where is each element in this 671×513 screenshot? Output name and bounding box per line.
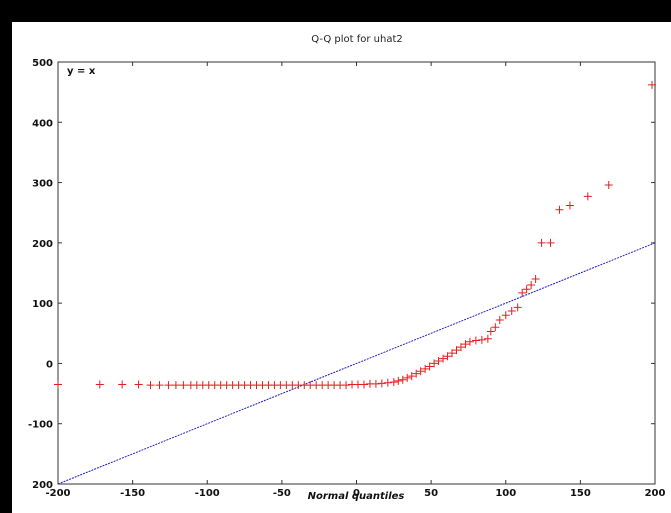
data-point (118, 380, 127, 389)
data-point (403, 373, 412, 382)
data-point (134, 380, 143, 389)
data-point (54, 380, 62, 389)
data-point (546, 238, 555, 247)
data-point (471, 336, 480, 345)
x-tick-label: -150 (120, 488, 145, 499)
data-point (531, 275, 540, 284)
y-tick-label: 200 (32, 480, 53, 491)
x-tick-label: 100 (495, 488, 516, 499)
data-point (465, 337, 474, 346)
data-point (155, 381, 164, 390)
data-point (491, 323, 500, 332)
axis-ticks: -200 -150 -100 -50 0 50 100 150 200 500 400 300 200 1… (28, 58, 666, 499)
data-point (648, 80, 657, 89)
data-point (555, 205, 564, 214)
data-points (54, 80, 657, 390)
data-point (507, 306, 516, 315)
data-point (430, 359, 439, 368)
data-point (486, 327, 495, 336)
data-point (394, 376, 403, 385)
x-tick-label: 50 (424, 488, 438, 499)
x-tick-label: -200 (45, 488, 70, 499)
data-point (416, 367, 425, 376)
plot-panel: Q-Q plot for uhat2 Normal quantiles y = … (12, 22, 671, 513)
data-point (421, 364, 430, 373)
data-point (179, 381, 188, 390)
data-point (389, 378, 398, 387)
data-point (537, 238, 546, 247)
x-tick-label: 0 (353, 488, 360, 499)
data-point (171, 381, 180, 390)
data-point (425, 362, 434, 371)
data-point (477, 335, 486, 344)
data-point (501, 311, 510, 320)
x-tick-label: -50 (273, 488, 291, 499)
y-tick-label: 200 (32, 239, 53, 250)
y-tick-label: 300 (32, 179, 53, 190)
data-point (371, 379, 380, 388)
data-point (604, 180, 613, 189)
data-point (483, 334, 492, 343)
data-point (522, 285, 531, 294)
data-point (583, 192, 592, 201)
chart-title: Q-Q plot for uhat2 (311, 34, 403, 45)
x-tick-label: 200 (645, 488, 666, 499)
y-tick-label: 400 (32, 118, 53, 129)
legend-entry-y-equals-x: y = x (67, 66, 96, 77)
data-point (95, 380, 104, 389)
data-point (456, 343, 465, 352)
y-tick-label: -100 (28, 420, 53, 431)
data-point (164, 381, 173, 390)
data-point (452, 346, 461, 355)
data-point (412, 369, 421, 378)
x-tick-label: -100 (195, 488, 220, 499)
y-tick-label: 100 (32, 299, 53, 310)
data-point (495, 316, 504, 325)
y-tick-label: 500 (32, 58, 53, 69)
data-point (146, 381, 155, 390)
data-point (359, 380, 368, 389)
data-point (342, 381, 351, 390)
plot-frame (57, 61, 656, 485)
reference-line-group (57, 242, 656, 485)
data-point (407, 372, 416, 381)
data-point (461, 340, 470, 349)
data-point (448, 349, 457, 358)
reference-line-y-equals-x (57, 242, 656, 485)
x-tick-label: 150 (570, 488, 591, 499)
data-point (377, 379, 386, 388)
data-point (439, 354, 448, 363)
data-point (565, 201, 574, 210)
x-axis-label: Normal quantiles (308, 491, 405, 502)
y-tick-label: 0 (46, 359, 53, 370)
data-point (383, 378, 392, 387)
data-point (398, 375, 407, 384)
data-point (513, 303, 522, 312)
data-point (527, 281, 536, 290)
data-point (518, 288, 527, 297)
data-point (434, 357, 443, 366)
data-point (443, 352, 452, 361)
qq-plot: Q-Q plot for uhat2 Normal quantiles y = … (28, 34, 666, 502)
